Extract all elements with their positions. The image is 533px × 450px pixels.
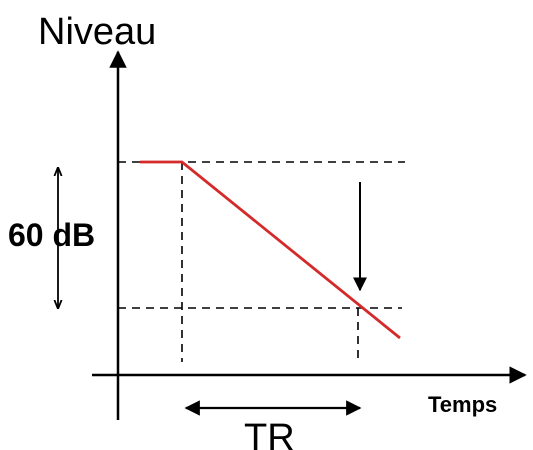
x-axis-label: Temps (428, 392, 497, 417)
y-axis-label: Niveau (38, 11, 156, 53)
decay-line (140, 160, 401, 340)
amplitude-label: 60 dB (8, 217, 95, 253)
duration-label: TR (244, 417, 295, 450)
